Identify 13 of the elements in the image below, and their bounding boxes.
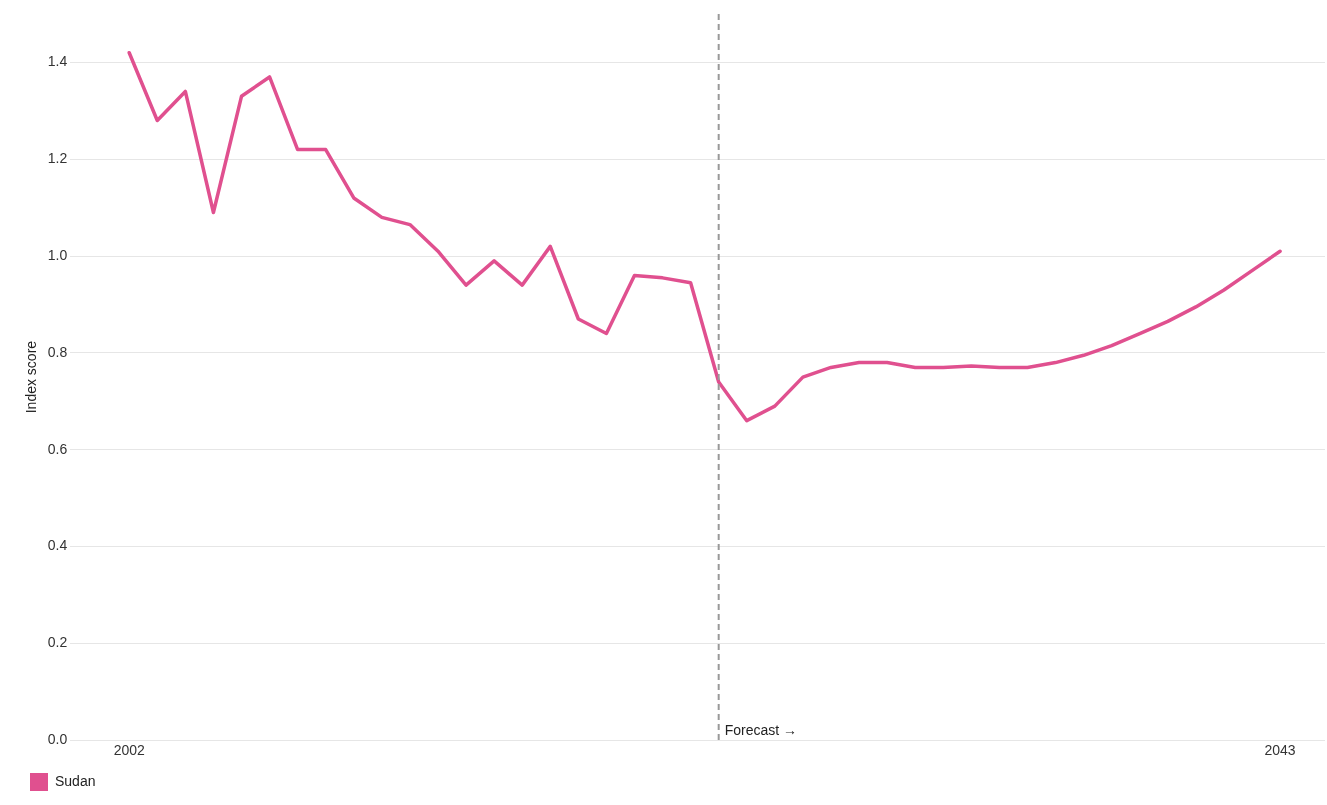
y-tick-label: 0.2 [47,634,68,651]
y-tick-label: 1.2 [47,150,68,167]
x-tick-label: 2002 [113,742,145,759]
y-tick-label: 0.8 [47,343,68,360]
y-tick-label: 1.4 [47,53,68,70]
legend-label: Sudan [55,772,96,789]
y-tick-label: 0.4 [47,537,68,554]
x-tick-label: 2043 [1264,742,1296,759]
y-axis-title: Index score [23,340,40,414]
y-tick-label: 0.0 [47,731,68,748]
ref-line-label: Forecast → [724,722,798,739]
y-tick-label: 1.0 [47,246,68,263]
y-tick-label: 0.6 [47,440,68,457]
